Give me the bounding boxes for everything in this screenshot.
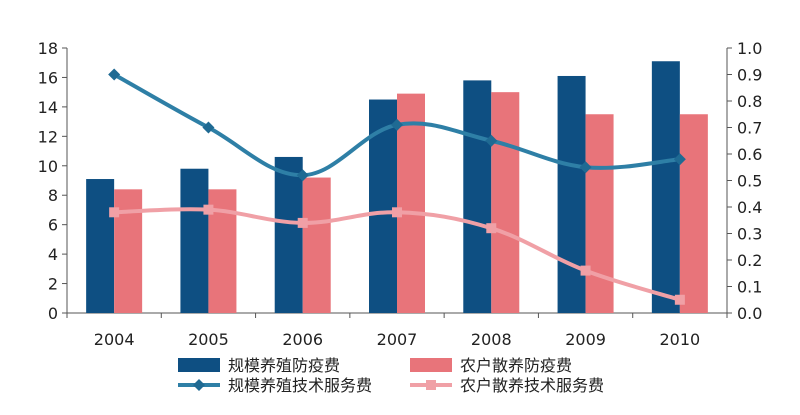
- x-tick-label: 2008: [471, 330, 512, 349]
- bar-scale-2008: [463, 80, 492, 313]
- x-tick-label: 2006: [282, 330, 323, 349]
- x-tick-label: 2005: [188, 330, 229, 349]
- y-left-tick-label: 6: [48, 216, 58, 235]
- bar-household-2009: [585, 114, 614, 313]
- y-left-tick-label: 8: [48, 186, 58, 205]
- bar-household-2007: [397, 93, 425, 313]
- y-right-tick-label: 0.8: [737, 92, 762, 111]
- y-right-tick-label: 0.2: [737, 251, 762, 270]
- legend-swatch-scale-bar: [178, 358, 220, 372]
- square-marker-2006: [297, 217, 308, 228]
- legend-square-icon: [426, 380, 436, 390]
- bar-household-2008: [491, 92, 520, 314]
- y-right-tick-label: 0.3: [737, 225, 762, 244]
- x-tick-label: 2010: [659, 330, 700, 349]
- y-right-tick-label: 0.9: [737, 66, 762, 85]
- diamond-marker-2004: [108, 68, 121, 81]
- y-right-tick-label: 0.1: [737, 278, 762, 297]
- y-left-tick-label: 14: [38, 98, 58, 117]
- x-tick-label: 2009: [565, 330, 606, 349]
- legend-diamond-icon: [193, 379, 205, 391]
- axes: 0 2 4 6 8 10 12 14 16 18 0.0 0.1 0.2 0.3 0.4 0.5 0.6 0.7 0…: [38, 39, 763, 349]
- x-tick-label: 2004: [94, 330, 135, 349]
- y-left-tick-label: 2: [48, 275, 58, 294]
- legend-label-scale-bar: 规模养殖防疫费: [228, 356, 340, 375]
- bar-scale-2004: [86, 179, 115, 313]
- y-left-tick-label: 0: [48, 304, 58, 323]
- y-right-tick-label: 0.0: [737, 304, 762, 323]
- bars: [86, 61, 708, 314]
- diamond-marker-2009: [579, 161, 592, 174]
- bar-household-2010: [679, 114, 708, 313]
- bar-scale-2009: [557, 75, 586, 313]
- diamond-marker-2008: [485, 134, 498, 147]
- square-marker-2005: [203, 204, 214, 215]
- legend-label-household-bar: 农户散养防疫费: [460, 356, 572, 375]
- y-left-tick-label: 4: [48, 245, 58, 264]
- y-left-tick-label: 12: [38, 127, 58, 146]
- x-tick-label: 2007: [377, 330, 418, 349]
- y-right-tick-label: 0.5: [737, 172, 762, 191]
- y-right-tick-label: 0.7: [737, 119, 762, 138]
- lines: [108, 68, 686, 305]
- square-marker-2009: [580, 265, 591, 276]
- y-right-tick-label: 0.6: [737, 145, 762, 164]
- diamond-marker-2010: [673, 153, 686, 166]
- bar-scale-2005: [180, 168, 209, 313]
- bar-scale-2010: [651, 61, 680, 313]
- diamond-marker-2007: [391, 118, 403, 131]
- y-right-tick-label: 1.0: [737, 39, 762, 58]
- y-left-tick-label: 18: [38, 39, 58, 58]
- bar-household-2006: [302, 177, 331, 313]
- y-left-tick-label: 16: [38, 68, 58, 87]
- diamond-marker-2006: [296, 169, 309, 182]
- y-left-tick-label: 10: [38, 157, 58, 176]
- square-marker-2010: [674, 294, 685, 305]
- square-marker-2004: [109, 207, 120, 218]
- square-marker-2007: [392, 207, 402, 218]
- diamond-marker-2005: [202, 121, 215, 134]
- legend-label-scale-line: 规模养殖技术服务费: [228, 376, 372, 395]
- bar-scale-2006: [274, 156, 303, 313]
- legend-swatch-household-bar: [410, 358, 452, 372]
- y-right-tick-label: 0.4: [737, 198, 762, 217]
- square-marker-2008: [486, 223, 497, 234]
- legend-label-household-line: 农户散养技术服务费: [460, 376, 604, 395]
